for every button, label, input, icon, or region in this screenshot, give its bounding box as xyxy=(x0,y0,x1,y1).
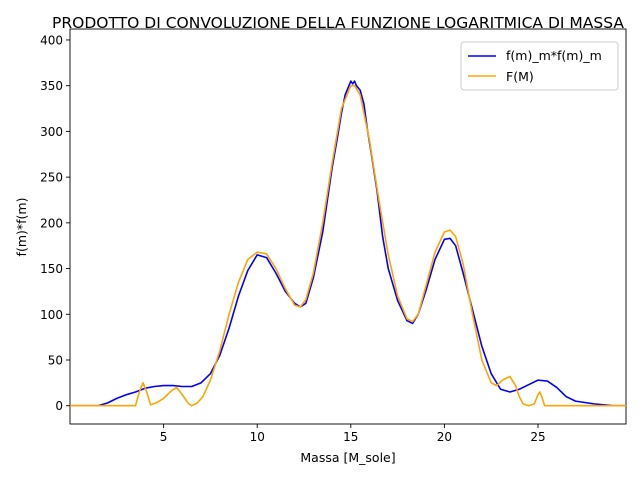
series-line-1 xyxy=(70,80,626,407)
x-tick-label: 5 xyxy=(160,430,168,444)
x-tick-label: 10 xyxy=(250,430,265,444)
legend-box xyxy=(460,41,619,91)
legend-label-series-1: f(m)_m*f(m)_m xyxy=(506,48,602,63)
y-tick-label: 150 xyxy=(40,262,63,276)
y-axis-ticks: 0 50 100 150 200 250 300 350 400 xyxy=(40,33,70,413)
y-tick-label: 0 xyxy=(55,399,63,413)
y-tick-label: 300 xyxy=(40,125,63,139)
y-tick-label: 400 xyxy=(40,33,63,47)
y-tick-label: 50 xyxy=(48,353,63,367)
plot-area: 5 10 15 20 25 0 50 100 150 200 250 300 350 400 xyxy=(40,28,627,444)
x-axis-label: Massa [M_sole] xyxy=(300,450,395,465)
y-tick-label: 100 xyxy=(40,308,63,322)
y-tick-label: 350 xyxy=(40,79,63,93)
legend-label-series-2: F(M) xyxy=(506,69,534,84)
chart-title: PRODOTTO DI CONVOLUZIONE DELLA FUNZIONE … xyxy=(52,14,624,32)
y-tick-label: 250 xyxy=(40,171,63,185)
y-axis-label: f(m)*f(m) xyxy=(14,198,29,257)
series-line-2 xyxy=(70,84,626,407)
x-axis-ticks: 5 10 15 20 25 xyxy=(160,424,546,444)
plot-frame xyxy=(69,28,627,425)
y-tick-label: 200 xyxy=(40,216,63,230)
x-tick-label: 15 xyxy=(343,430,358,444)
x-tick-label: 25 xyxy=(530,430,545,444)
x-tick-label: 20 xyxy=(437,430,452,444)
legend: f(m)_m*f(m)_m F(M) xyxy=(460,41,619,91)
series-layer xyxy=(70,80,626,407)
